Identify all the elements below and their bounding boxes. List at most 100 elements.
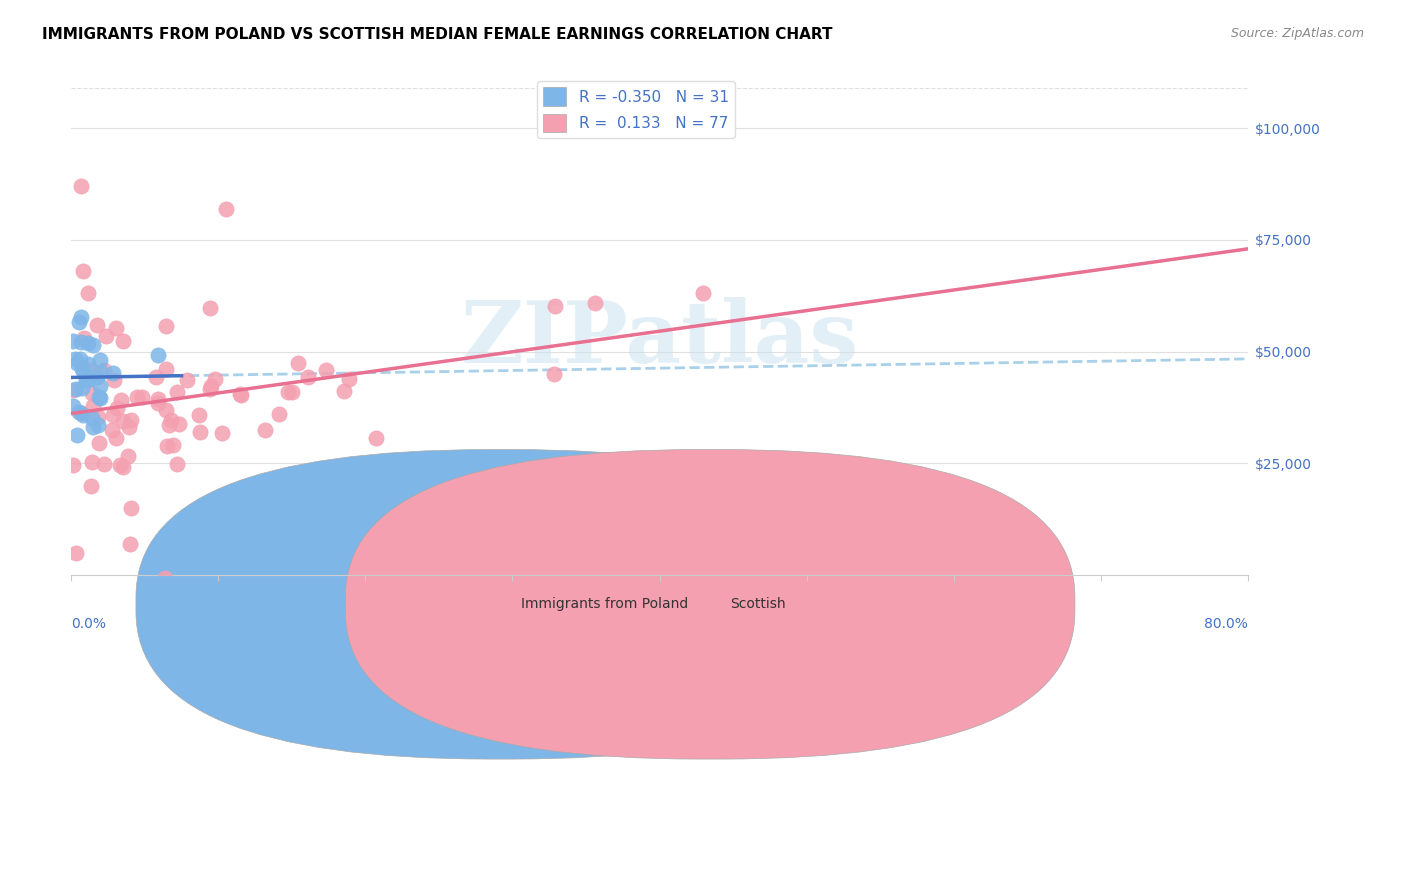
Point bbox=[118, 420, 141, 434]
Point bbox=[77, 336, 100, 351]
Point bbox=[167, 417, 190, 432]
Point bbox=[93, 457, 115, 471]
Point bbox=[80, 386, 103, 401]
Point bbox=[120, 537, 142, 551]
Point bbox=[337, 372, 360, 386]
Point bbox=[543, 368, 565, 382]
Point bbox=[333, 384, 356, 398]
Point bbox=[166, 385, 188, 400]
Point bbox=[80, 455, 103, 469]
Point bbox=[76, 286, 98, 301]
Point bbox=[77, 357, 100, 371]
Point bbox=[89, 391, 111, 405]
Point bbox=[162, 438, 184, 452]
Point bbox=[66, 356, 89, 370]
Point bbox=[105, 401, 128, 415]
Point bbox=[67, 315, 90, 329]
Point bbox=[87, 435, 110, 450]
Point bbox=[125, 390, 148, 404]
Point bbox=[70, 381, 93, 395]
Point bbox=[146, 396, 169, 410]
Point bbox=[62, 383, 84, 397]
Point bbox=[120, 412, 142, 426]
Point bbox=[80, 363, 103, 377]
FancyBboxPatch shape bbox=[346, 450, 1076, 759]
Point bbox=[86, 370, 108, 384]
Point bbox=[70, 406, 93, 420]
Point bbox=[70, 179, 93, 194]
Text: Scottish: Scottish bbox=[730, 598, 786, 611]
Text: IMMIGRANTS FROM POLAND VS SCOTTISH MEDIAN FEMALE EARNINGS CORRELATION CHART: IMMIGRANTS FROM POLAND VS SCOTTISH MEDIA… bbox=[42, 27, 832, 42]
Point bbox=[62, 334, 84, 349]
Legend: R = -0.350   N = 31, R =  0.133   N = 77: R = -0.350 N = 31, R = 0.133 N = 77 bbox=[537, 81, 735, 138]
Point bbox=[82, 420, 104, 434]
Point bbox=[72, 360, 94, 375]
Point bbox=[112, 334, 135, 349]
Text: 0.0%: 0.0% bbox=[72, 616, 107, 631]
Point bbox=[72, 264, 94, 278]
Point bbox=[176, 373, 198, 387]
Point bbox=[65, 382, 87, 396]
Point bbox=[110, 392, 132, 407]
Point bbox=[166, 457, 188, 471]
Point bbox=[198, 382, 221, 396]
Point bbox=[211, 425, 233, 440]
Point bbox=[108, 458, 131, 472]
Point bbox=[75, 373, 97, 387]
Point bbox=[277, 385, 299, 400]
Point bbox=[69, 351, 91, 366]
Point bbox=[65, 351, 87, 366]
Point bbox=[583, 296, 606, 310]
Point bbox=[544, 299, 567, 313]
Point bbox=[89, 390, 111, 404]
Point bbox=[82, 399, 104, 413]
Point bbox=[366, 431, 388, 445]
Point bbox=[89, 379, 111, 393]
Point bbox=[111, 414, 134, 428]
Point bbox=[229, 387, 252, 401]
Point bbox=[198, 301, 221, 315]
FancyBboxPatch shape bbox=[136, 450, 866, 759]
Point bbox=[87, 409, 110, 424]
Point bbox=[253, 423, 276, 437]
Point bbox=[96, 328, 118, 343]
Point bbox=[70, 310, 93, 324]
Point bbox=[204, 372, 226, 386]
Text: Immigrants from Poland: Immigrants from Poland bbox=[520, 598, 688, 611]
Point bbox=[82, 338, 104, 352]
Point bbox=[90, 365, 112, 379]
Point bbox=[77, 372, 100, 386]
Point bbox=[120, 500, 142, 515]
Point bbox=[297, 370, 319, 384]
Point bbox=[155, 403, 177, 417]
Point bbox=[69, 335, 91, 350]
Point bbox=[111, 459, 134, 474]
Point bbox=[86, 418, 108, 433]
Point bbox=[187, 408, 209, 422]
Point bbox=[315, 363, 337, 377]
Point bbox=[103, 373, 125, 387]
Point bbox=[62, 399, 84, 413]
Point bbox=[148, 348, 170, 362]
Point bbox=[229, 388, 252, 402]
Point bbox=[117, 449, 139, 463]
Point bbox=[105, 431, 128, 445]
Point bbox=[89, 353, 111, 368]
Point bbox=[287, 356, 309, 370]
Point bbox=[146, 392, 169, 407]
Point bbox=[73, 331, 96, 345]
Point bbox=[93, 363, 115, 377]
Point bbox=[80, 411, 103, 425]
Point bbox=[155, 318, 177, 333]
Point bbox=[200, 379, 222, 393]
Point bbox=[269, 407, 291, 421]
Point bbox=[101, 408, 124, 422]
Point bbox=[155, 361, 177, 376]
Point bbox=[190, 425, 212, 440]
Text: ZIPatlas: ZIPatlas bbox=[461, 297, 859, 381]
Point bbox=[72, 408, 94, 422]
Point bbox=[153, 571, 176, 585]
Point bbox=[105, 321, 128, 335]
Point bbox=[67, 405, 90, 419]
Point bbox=[131, 390, 153, 404]
